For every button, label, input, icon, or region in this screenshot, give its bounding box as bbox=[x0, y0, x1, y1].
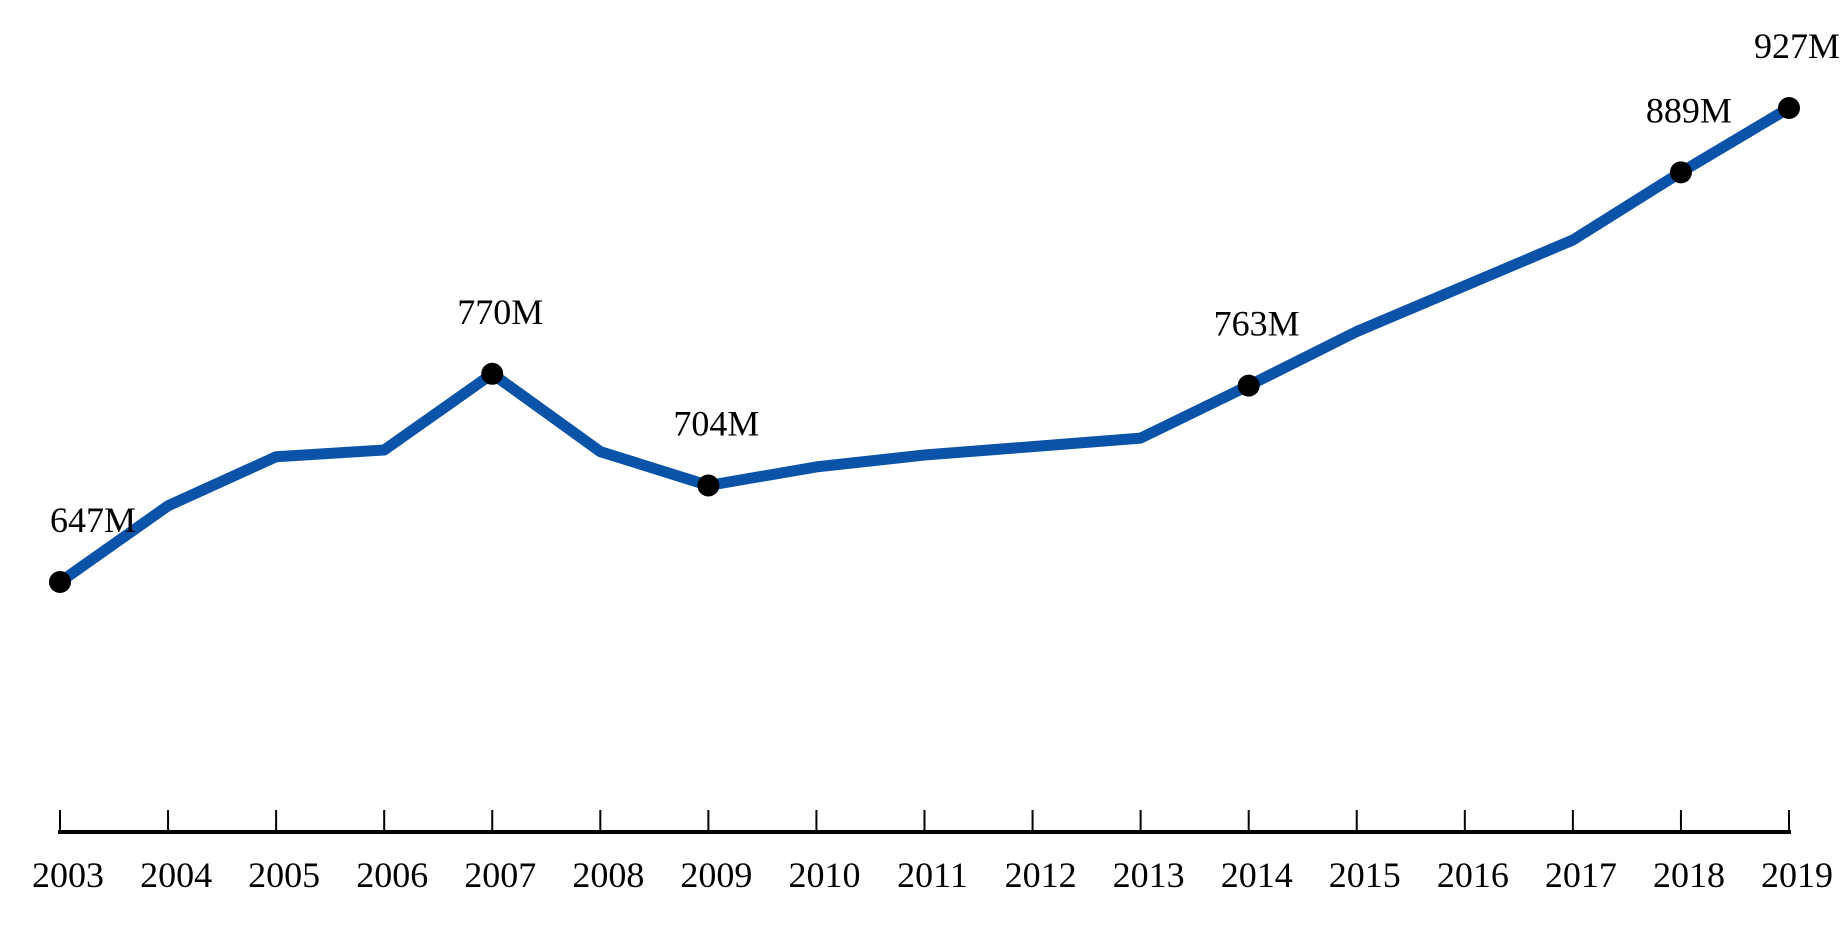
line-layer bbox=[54, 102, 1795, 588]
x-tick-label: 2015 bbox=[1329, 855, 1401, 895]
x-tick-label: 2014 bbox=[1221, 855, 1293, 895]
x-tick-label: 2009 bbox=[680, 855, 752, 895]
data-point-marker bbox=[697, 474, 720, 497]
x-tick-label: 2007 bbox=[464, 855, 536, 895]
x-tick-label: 2019 bbox=[1761, 855, 1833, 895]
data-point-marker bbox=[1237, 374, 1260, 397]
data-label: 647M bbox=[50, 500, 136, 540]
x-tick-label: 2013 bbox=[1113, 855, 1185, 895]
x-tick-label: 2008 bbox=[572, 855, 644, 895]
data-point-marker bbox=[1778, 97, 1800, 119]
x-tick-label: 2017 bbox=[1545, 855, 1617, 895]
data-label: 770M bbox=[457, 292, 543, 332]
data-point-marker bbox=[481, 362, 504, 385]
x-tick-label: 2012 bbox=[1005, 855, 1077, 895]
marker-layer bbox=[49, 97, 1800, 593]
x-tick-label: 2003 bbox=[32, 855, 104, 895]
x-tick-label: 2006 bbox=[356, 855, 428, 895]
x-tick-label: 2018 bbox=[1653, 855, 1725, 895]
x-tick-label: 2010 bbox=[788, 855, 860, 895]
x-tick-label: 2016 bbox=[1437, 855, 1509, 895]
data-label: 927M bbox=[1754, 26, 1840, 66]
data-label: 763M bbox=[1214, 304, 1300, 344]
x-tick-label: 2005 bbox=[248, 855, 320, 895]
data-label: 704M bbox=[673, 404, 759, 444]
x-axis: 2003 2004 2005 2006 2007 2008 2009 2010 2011 2012… bbox=[32, 810, 1833, 895]
x-tick-label: 2004 bbox=[140, 855, 212, 895]
series-line bbox=[54, 102, 1795, 588]
data-point-marker bbox=[1669, 161, 1692, 184]
x-tick-label: 2011 bbox=[897, 855, 968, 895]
data-label-layer: 647M 770M 704M 763M 889M 927M bbox=[50, 26, 1840, 540]
data-point-marker bbox=[49, 571, 71, 593]
data-label: 889M bbox=[1646, 90, 1732, 130]
